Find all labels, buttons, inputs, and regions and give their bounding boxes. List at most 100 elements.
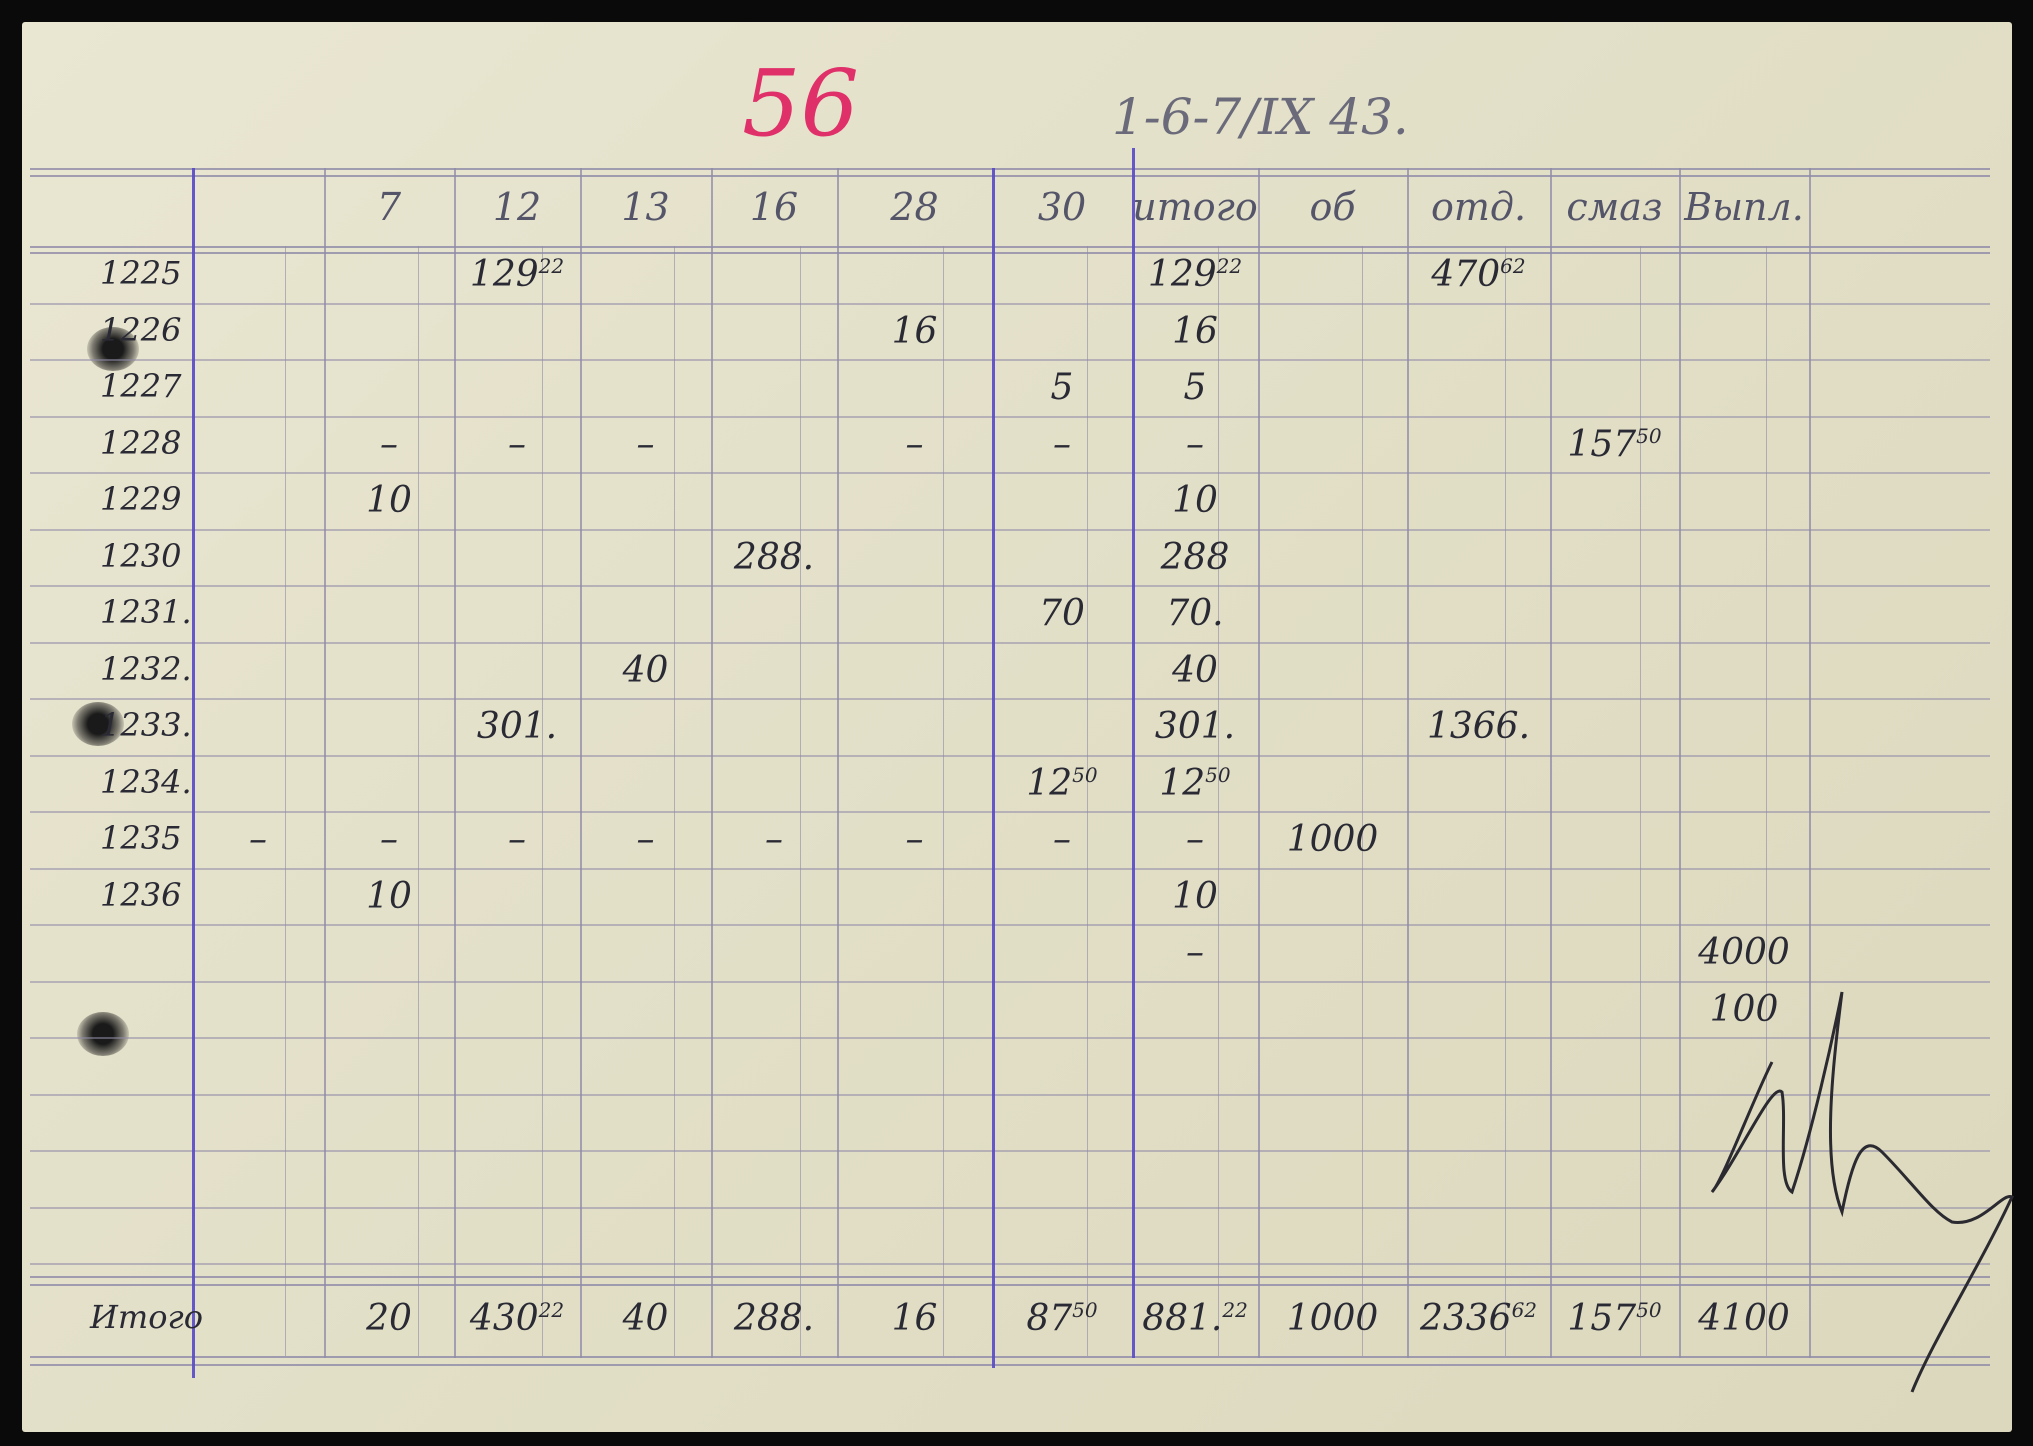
rule-line [30, 168, 1990, 170]
rule-line [30, 1356, 1990, 1358]
rule-line [30, 585, 1990, 587]
column-rule [1258, 168, 1260, 1358]
subcolumn-rule [1218, 246, 1219, 1356]
column-rule [992, 168, 995, 1368]
totals-cell: 15750 [1567, 1298, 1662, 1339]
subcolumn-rule [800, 246, 801, 1356]
totals-cell: 1000 [1286, 1298, 1379, 1339]
subcolumn-rule [1505, 246, 1506, 1356]
row-label: 1233. [100, 706, 192, 744]
row-label: 1234. [100, 762, 192, 801]
totals-cell: 4100 [1698, 1298, 1790, 1339]
column-rule [711, 168, 713, 1358]
rule-line [30, 698, 1990, 700]
totals-cell: 40 [622, 1298, 669, 1339]
totals-cell: 8750 [1026, 1298, 1098, 1339]
table-cell: 47062 [1431, 254, 1526, 295]
row-label: 1229 [100, 480, 182, 518]
totals-cell: 43022 [469, 1298, 565, 1339]
column-rule [324, 168, 326, 1358]
column-header: 28 [890, 185, 939, 229]
table-cell: 100 [1709, 988, 1779, 1030]
row-label: 1236 [100, 875, 182, 914]
rule-line [30, 1206, 1990, 1209]
punch-hole [77, 1012, 129, 1056]
date-heading: 1-6-7/IX 43. [1112, 88, 1409, 146]
column-header: 13 [621, 185, 670, 229]
subcolumn-rule [943, 246, 944, 1356]
table-cell: 1250 [1026, 762, 1098, 804]
ledger-sheet: 56 1-6-7/IX 43. 7 12 13 16 28 30 итого об отд. см… [22, 22, 2014, 1432]
column-header: об [1309, 185, 1356, 229]
row-label: 1225 [100, 254, 182, 292]
totals-cell: 16 [891, 1298, 938, 1339]
rule-line [30, 1364, 1990, 1366]
rule-line [30, 1037, 1990, 1039]
table-cell: – [1186, 932, 1204, 973]
column-rule [1132, 148, 1135, 1358]
row-label: 1235 [100, 819, 182, 857]
table-cell: 16 [891, 310, 938, 352]
row-label: 1228 [100, 423, 182, 462]
rule-line [30, 415, 1990, 418]
totals-cell: 288. [733, 1298, 815, 1339]
table-cell: – [765, 819, 783, 860]
table-cell: 288 [1160, 536, 1230, 578]
subcolumn-rule [418, 246, 419, 1356]
table-cell: 301. [1154, 706, 1236, 747]
totals-cell: 20 [366, 1298, 412, 1339]
rule-line [30, 246, 1990, 248]
rule-line [30, 1263, 1990, 1265]
row-label: 1232. [100, 649, 192, 688]
column-header: 7 [376, 185, 402, 229]
row-label: 1230 [100, 536, 182, 575]
table-cell: 1000 [1286, 819, 1379, 860]
subcolumn-rule [1087, 246, 1088, 1356]
rule-line [30, 754, 1990, 757]
table-cell: 15750 [1567, 423, 1662, 465]
totals-cell: 233662 [1419, 1298, 1538, 1339]
totals-cell: 881.22 [1142, 1298, 1248, 1339]
table-cell: 16 [1172, 310, 1218, 352]
rule-line [30, 472, 1990, 474]
table-cell: 40 [622, 649, 669, 691]
subcolumn-rule [1362, 246, 1363, 1356]
subcolumn-rule [674, 246, 675, 1356]
table-cell: – [249, 819, 267, 860]
table-cell: 12922 [1147, 254, 1243, 295]
table-cell: 10 [366, 480, 412, 521]
table-cell: 10 [1172, 875, 1218, 917]
punch-hole [72, 702, 124, 746]
table-cell: 301. [476, 706, 558, 747]
rule-line [30, 811, 1990, 813]
column-rule [580, 168, 582, 1358]
rule-line [30, 867, 1990, 870]
rule-line [30, 359, 1990, 361]
rule-line [30, 252, 1990, 254]
table-cell: 5 [1183, 367, 1207, 408]
table-cell: – [380, 423, 398, 465]
rule-line [30, 302, 1990, 305]
subcolumn-rule [285, 246, 286, 1356]
rule-line [30, 528, 1990, 531]
column-header: отд. [1430, 185, 1527, 229]
table-cell: – [1186, 819, 1204, 860]
column-header: 16 [749, 185, 799, 229]
table-cell: – [905, 423, 924, 465]
column-header: Выпл. [1684, 185, 1804, 229]
table-cell: 70 [1039, 593, 1085, 634]
table-cell: 4000 [1698, 932, 1790, 973]
rule-line [30, 1093, 1990, 1096]
rule-line [30, 1150, 1990, 1152]
row-label: 1226 [100, 310, 182, 349]
subcolumn-rule [1640, 246, 1641, 1356]
row-label: 1227 [100, 367, 182, 405]
table-cell: 288. [733, 536, 815, 578]
rule-line [30, 980, 1990, 983]
table-cell: 70. [1166, 593, 1224, 634]
table-cell: 1250 [1159, 762, 1231, 804]
table-cell: – [508, 819, 526, 860]
table-cell: 40 [1172, 649, 1218, 691]
table-cell: – [636, 819, 655, 860]
table-cell: – [1053, 819, 1071, 860]
